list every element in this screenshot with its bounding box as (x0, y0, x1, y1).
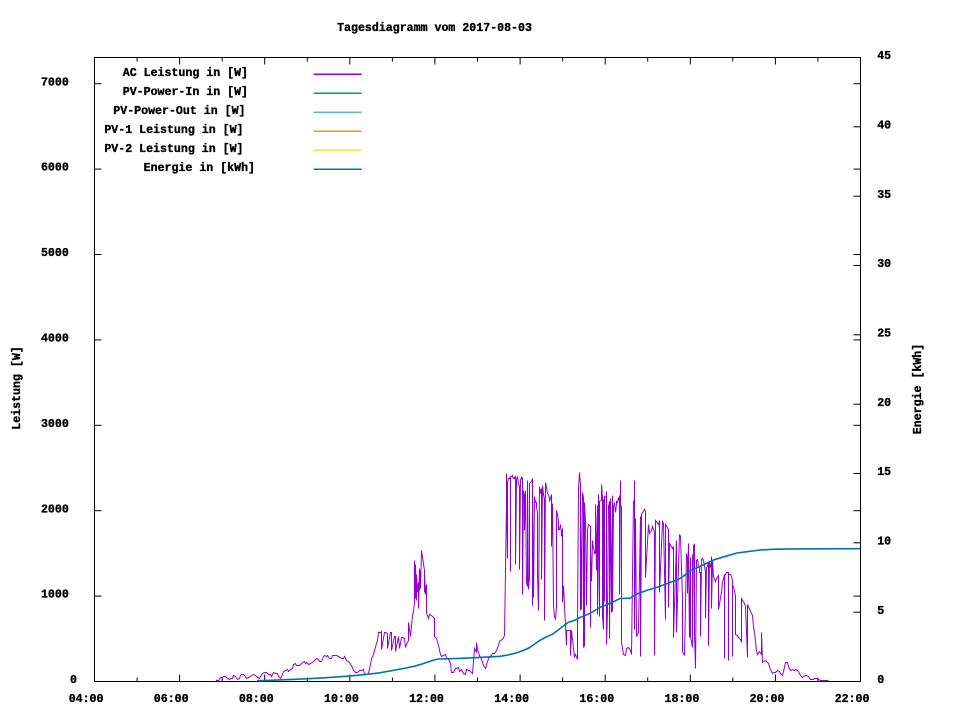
svg-text:15: 15 (877, 466, 891, 479)
svg-text:10: 10 (877, 535, 891, 548)
svg-text:Leistung [W]: Leistung [W] (11, 346, 24, 430)
svg-text:Tagesdiagramm vom 2017-08-03: Tagesdiagramm vom 2017-08-03 (337, 22, 532, 35)
svg-text:14:00: 14:00 (494, 693, 529, 706)
svg-text:06:00: 06:00 (154, 693, 189, 706)
svg-text:2000: 2000 (41, 503, 69, 516)
svg-text:Energie [kWh]: Energie [kWh] (912, 344, 925, 434)
svg-text:Energie in [kWh]: Energie in [kWh] (144, 162, 255, 175)
svg-text:25: 25 (877, 327, 891, 340)
svg-text:16:00: 16:00 (579, 693, 614, 706)
svg-text:08:00: 08:00 (239, 693, 274, 706)
svg-text:6000: 6000 (41, 162, 69, 175)
svg-text:4000: 4000 (41, 333, 69, 346)
svg-text:12:00: 12:00 (409, 693, 444, 706)
svg-text:AC Leistung in [W]: AC Leistung in [W] (123, 67, 248, 80)
svg-text:20: 20 (877, 397, 891, 410)
svg-text:45: 45 (877, 50, 891, 63)
svg-text:3000: 3000 (41, 418, 69, 431)
svg-text:5: 5 (877, 605, 884, 618)
svg-text:04:00: 04:00 (69, 693, 104, 706)
svg-text:PV-2 Leistung in [W]: PV-2 Leistung in [W] (104, 143, 243, 156)
svg-text:1000: 1000 (41, 589, 69, 602)
svg-text:10:00: 10:00 (324, 693, 359, 706)
svg-text:5000: 5000 (41, 247, 69, 260)
svg-text:18:00: 18:00 (665, 693, 700, 706)
svg-text:PV-Power-Out in [W]: PV-Power-Out in [W] (113, 105, 245, 118)
svg-text:PV-1 Leistung in [W]: PV-1 Leistung in [W] (104, 124, 243, 137)
svg-text:35: 35 (877, 189, 891, 202)
svg-text:0: 0 (877, 674, 884, 687)
svg-text:0: 0 (70, 674, 77, 687)
svg-text:30: 30 (877, 258, 891, 271)
svg-text:PV-Power-In in [W]: PV-Power-In in [W] (123, 86, 248, 99)
svg-text:40: 40 (877, 119, 891, 132)
svg-text:20:00: 20:00 (750, 693, 785, 706)
svg-text:22:00: 22:00 (835, 693, 870, 706)
svg-text:7000: 7000 (41, 76, 69, 89)
